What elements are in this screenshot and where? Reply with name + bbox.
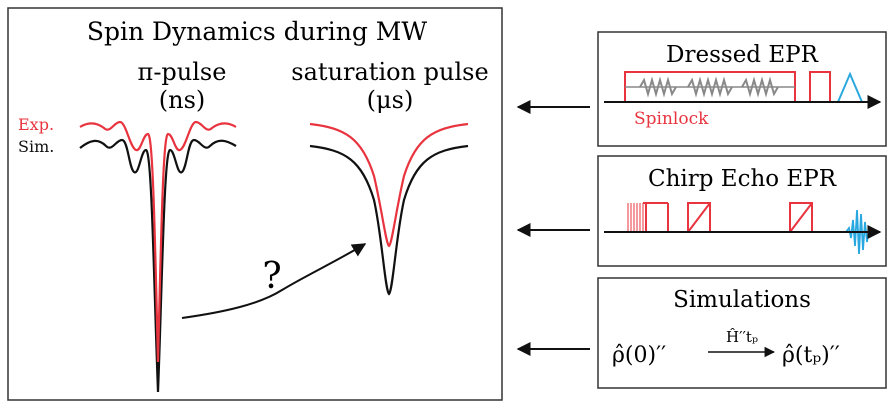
box-chirp-echo-frame: [597, 155, 887, 267]
modulation-wave-1: [639, 76, 677, 98]
pi-pulse-sim-curve: [79, 138, 237, 393]
box-dressed-epr-title: Dressed EPR: [666, 42, 819, 68]
saturation-pulse-label: saturation pulse: [291, 58, 488, 86]
left-panel-frame: [7, 7, 503, 401]
echo-triangle: [837, 71, 863, 103]
chirp-prep-pulse: [627, 202, 669, 232]
legend-exp-label: Exp.: [18, 115, 54, 134]
box-simulations-frame: [597, 277, 887, 389]
saturation-exp-curve: [309, 122, 469, 248]
pi-pulse-label: π-pulse: [138, 58, 227, 86]
formula-rhs: ρ̂(tₚ)′′: [782, 343, 840, 368]
transition-arrow: [181, 243, 367, 319]
formula-operator: Ĥ′′tₚ: [726, 328, 758, 346]
box-simulations-title: Simulations: [673, 287, 811, 313]
left-panel: Spin Dynamics during MW π-pulse (ns) sat…: [7, 7, 503, 401]
pi-pulse-unit: (ns): [159, 86, 206, 114]
modulation-wave-3: [741, 76, 779, 98]
box-chirp-echo-title: Chirp Echo EPR: [648, 166, 837, 192]
box-dressed-epr: Dressed EPR Spinlock: [597, 31, 887, 147]
legend-sim-label: Sim.: [18, 137, 54, 156]
saturation-pulse-unit: (μs): [367, 86, 414, 114]
box-dressed-epr-frame: [597, 31, 887, 147]
modulation-wave-2: [687, 76, 733, 98]
box-simulations: Simulations ρ̂(0)′′ Ĥ′′tₚ ρ̂(tₚ)′′: [597, 277, 887, 389]
question-mark: ?: [262, 256, 281, 297]
detection-pulse: [809, 71, 831, 103]
box-chirp-echo-epr: Chirp Echo EPR: [597, 155, 887, 267]
spinlock-caption: Spinlock: [634, 109, 709, 129]
chirp-pulse-2: [789, 202, 813, 233]
pi-pulse-exp-curve: [79, 120, 237, 363]
chirp-pulse-1: [687, 202, 711, 233]
formula-lhs: ρ̂(0)′′: [612, 343, 666, 368]
saturation-sim-curve: [309, 144, 469, 296]
left-panel-title: Spin Dynamics during MW: [87, 17, 428, 46]
